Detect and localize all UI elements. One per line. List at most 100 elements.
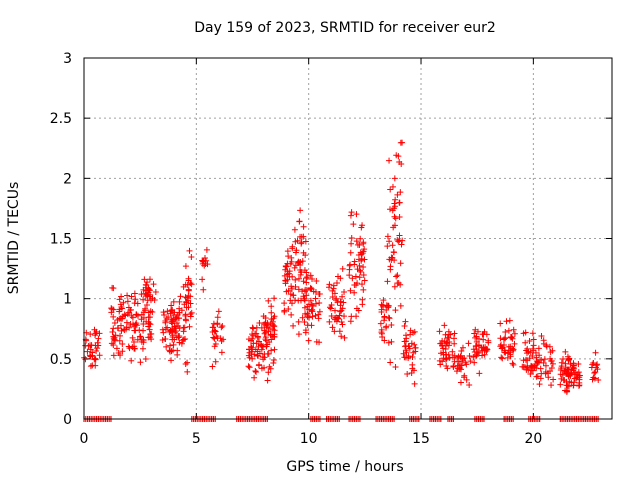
data-point	[291, 226, 298, 233]
data-point	[145, 334, 152, 341]
data-point	[255, 343, 262, 350]
data-point	[312, 289, 319, 296]
data-point	[401, 322, 408, 329]
data-point	[169, 318, 176, 325]
y-tick-label: 2.5	[50, 111, 72, 127]
data-point	[356, 262, 363, 269]
data-point	[307, 297, 314, 304]
data-point	[108, 306, 115, 313]
data-point	[256, 320, 263, 327]
data-point	[500, 336, 507, 343]
data-point	[397, 302, 404, 309]
data-point	[139, 345, 146, 352]
data-point	[498, 341, 505, 348]
data-point	[382, 324, 389, 331]
data-point	[218, 349, 225, 356]
data-point	[380, 297, 387, 304]
data-point	[560, 355, 567, 362]
data-point	[297, 271, 304, 278]
data-point	[252, 367, 259, 374]
data-point	[306, 314, 313, 321]
data-point	[249, 331, 256, 338]
data-point	[256, 338, 263, 345]
data-point	[480, 336, 487, 343]
data-point	[299, 314, 306, 321]
data-point	[526, 364, 533, 371]
data-point	[391, 257, 398, 264]
data-point	[378, 309, 385, 316]
data-point	[300, 249, 307, 256]
data-point	[159, 326, 166, 333]
data-point	[505, 327, 512, 334]
data-point	[562, 348, 569, 355]
data-point	[204, 261, 211, 268]
data-point	[332, 297, 339, 304]
data-point	[384, 233, 391, 240]
data-point	[141, 276, 148, 283]
data-point	[360, 239, 367, 246]
data-point	[353, 305, 360, 312]
data-point	[510, 346, 517, 353]
data-point	[85, 343, 92, 350]
data-point	[270, 356, 277, 363]
data-point	[214, 335, 221, 342]
data-point	[169, 326, 176, 333]
data-point	[312, 295, 319, 302]
data-point	[137, 333, 144, 340]
data-point	[95, 335, 102, 342]
data-point	[440, 345, 447, 352]
data-point	[331, 290, 338, 297]
data-point	[108, 340, 115, 347]
data-point	[293, 247, 300, 254]
data-point	[284, 260, 291, 267]
data-point	[409, 365, 416, 372]
data-point	[271, 295, 278, 302]
data-point	[466, 353, 473, 360]
data-point	[265, 297, 272, 304]
data-point	[176, 325, 183, 332]
data-point	[393, 273, 400, 280]
data-point	[592, 349, 599, 356]
data-point	[542, 368, 549, 375]
data-point	[174, 351, 181, 358]
data-point	[356, 274, 363, 281]
data-point	[333, 279, 340, 286]
data-point	[264, 350, 271, 357]
data-point	[560, 377, 567, 384]
data-point	[187, 280, 194, 287]
data-point	[550, 376, 557, 383]
data-point	[268, 309, 275, 316]
y-tick-label: 1.5	[50, 232, 72, 248]
data-point	[316, 308, 323, 315]
data-point	[144, 279, 151, 286]
data-point	[117, 315, 124, 322]
data-point	[357, 235, 364, 242]
data-point	[298, 239, 305, 246]
data-point	[352, 281, 359, 288]
data-point	[392, 215, 399, 222]
data-point	[265, 328, 272, 335]
data-point	[87, 331, 94, 338]
x-axis-label: GPS time / hours	[286, 459, 403, 475]
data-point	[389, 242, 396, 249]
data-point	[303, 287, 310, 294]
data-point	[392, 196, 399, 203]
data-point	[326, 318, 333, 325]
data-point	[262, 314, 269, 321]
data-point	[338, 307, 345, 314]
data-point	[461, 372, 468, 379]
data-point	[337, 308, 344, 315]
data-point	[590, 360, 597, 367]
data-point	[184, 368, 191, 375]
data-point	[473, 352, 480, 359]
y-tick-label: 3	[63, 51, 72, 67]
data-point	[353, 211, 360, 218]
data-point	[187, 311, 194, 318]
data-point	[510, 326, 517, 333]
data-point	[295, 331, 302, 338]
data-point	[561, 368, 568, 375]
data-point	[129, 334, 136, 341]
data-point	[411, 380, 418, 387]
data-point	[109, 329, 116, 336]
data-point	[341, 288, 348, 295]
